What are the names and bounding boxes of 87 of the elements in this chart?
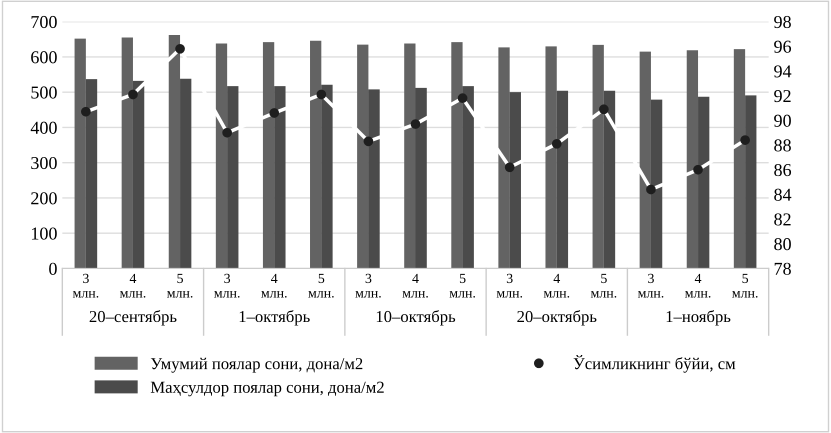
- bar: [510, 92, 521, 268]
- point: [504, 162, 515, 172]
- point: [410, 119, 420, 129]
- y2-tick-label: 84: [774, 188, 792, 201]
- text: 10–октябрь: [376, 310, 456, 326]
- x-tick-label: 5 млн.: [732, 274, 758, 298]
- y2-tick-label: 96: [774, 40, 792, 53]
- x-tick-label: 3 млн.: [72, 274, 98, 298]
- bar: [262, 42, 274, 268]
- bar: [216, 44, 228, 268]
- point: [128, 90, 138, 100]
- point: [458, 93, 468, 104]
- legend-label: Маҳсулдор поялар сони, дона/м2: [150, 382, 384, 396]
- bar: [498, 47, 510, 268]
- point: [552, 138, 562, 149]
- bar: [650, 100, 662, 268]
- point: [646, 184, 656, 194]
- bar: [227, 86, 238, 268]
- x-tick-label: 5 млн.: [450, 274, 475, 298]
- bar: [274, 86, 286, 268]
- bar: [745, 95, 756, 268]
- y-tick-label: 100: [32, 227, 57, 240]
- bar: [640, 52, 651, 268]
- x-tick-label: 4 млн.: [402, 274, 428, 298]
- bar: [698, 96, 710, 268]
- legend-label: Умумий поялар сони, дона/м2: [150, 358, 362, 373]
- x-tick-label: 3 млн.: [638, 274, 664, 298]
- bar: [321, 84, 333, 268]
- text: 20–октябрь: [517, 310, 596, 326]
- x-tick-label: 4 млн.: [544, 274, 570, 298]
- bar: [357, 44, 368, 268]
- y2-tick-label: 88: [774, 139, 791, 152]
- bar: [122, 38, 133, 268]
- y2-tick-label: 86: [774, 164, 792, 176]
- bar: [168, 35, 180, 268]
- y-tick-label: 400: [30, 122, 57, 134]
- x-tick-label: 4 млн.: [685, 274, 710, 298]
- point: [175, 44, 185, 54]
- point: [364, 136, 374, 146]
- bar: [556, 90, 568, 268]
- bar: [734, 49, 746, 268]
- bar: [462, 86, 474, 268]
- bar: [404, 44, 416, 268]
- bar: [74, 38, 86, 268]
- bar: [604, 90, 616, 268]
- bar: [368, 89, 380, 268]
- point: [693, 164, 703, 175]
- bar: [416, 88, 427, 268]
- y2-tick-label: 94: [774, 65, 792, 78]
- text: 1–октябрь: [240, 310, 310, 326]
- bar: [310, 40, 322, 268]
- text: 20–сентябрь: [90, 310, 176, 326]
- text: 1–ноябрь: [666, 310, 730, 326]
- bar: [180, 78, 192, 268]
- y-tick-label: 700: [32, 16, 57, 28]
- y2-tick-label: 80: [774, 238, 791, 250]
- y-tick-label: 600: [31, 51, 57, 64]
- y2-tick-label: 90: [774, 114, 791, 127]
- bar: [132, 80, 144, 268]
- x-tick-label: 4 млн.: [120, 274, 146, 298]
- x-tick-label: 3 млн.: [496, 274, 522, 298]
- y-tick-label: 0: [49, 262, 57, 275]
- y-tick-label: 500: [31, 86, 57, 99]
- bar: [545, 46, 557, 268]
- point: [316, 90, 326, 100]
- bar: [86, 79, 98, 268]
- point: [599, 104, 609, 114]
- point: [269, 108, 280, 118]
- x-tick-label: 5 млн.: [167, 274, 192, 298]
- y2-tick-label: 92: [774, 90, 791, 102]
- x-tick-label: 4 млн.: [261, 274, 287, 298]
- y2-tick-label: 98: [774, 16, 791, 28]
- y2-tick-label: 82: [774, 213, 791, 226]
- legend-label: Ўсимликнинг бўйи, см: [574, 355, 736, 373]
- x-tick-label: 3 млн.: [214, 274, 240, 298]
- bar: [592, 44, 604, 268]
- x-tick-label: 5 млн.: [590, 274, 616, 298]
- point: [740, 135, 750, 145]
- x-tick-label: 5 млн.: [308, 274, 334, 298]
- point: [81, 106, 91, 117]
- bar: [686, 50, 698, 268]
- bar: [451, 42, 463, 268]
- point: [222, 128, 232, 138]
- y-tick-label: 300: [31, 156, 57, 170]
- y2-tick-label: 78: [774, 262, 791, 275]
- x-tick-label: 3 млн.: [355, 274, 381, 298]
- y-tick-label: 200: [31, 192, 57, 204]
